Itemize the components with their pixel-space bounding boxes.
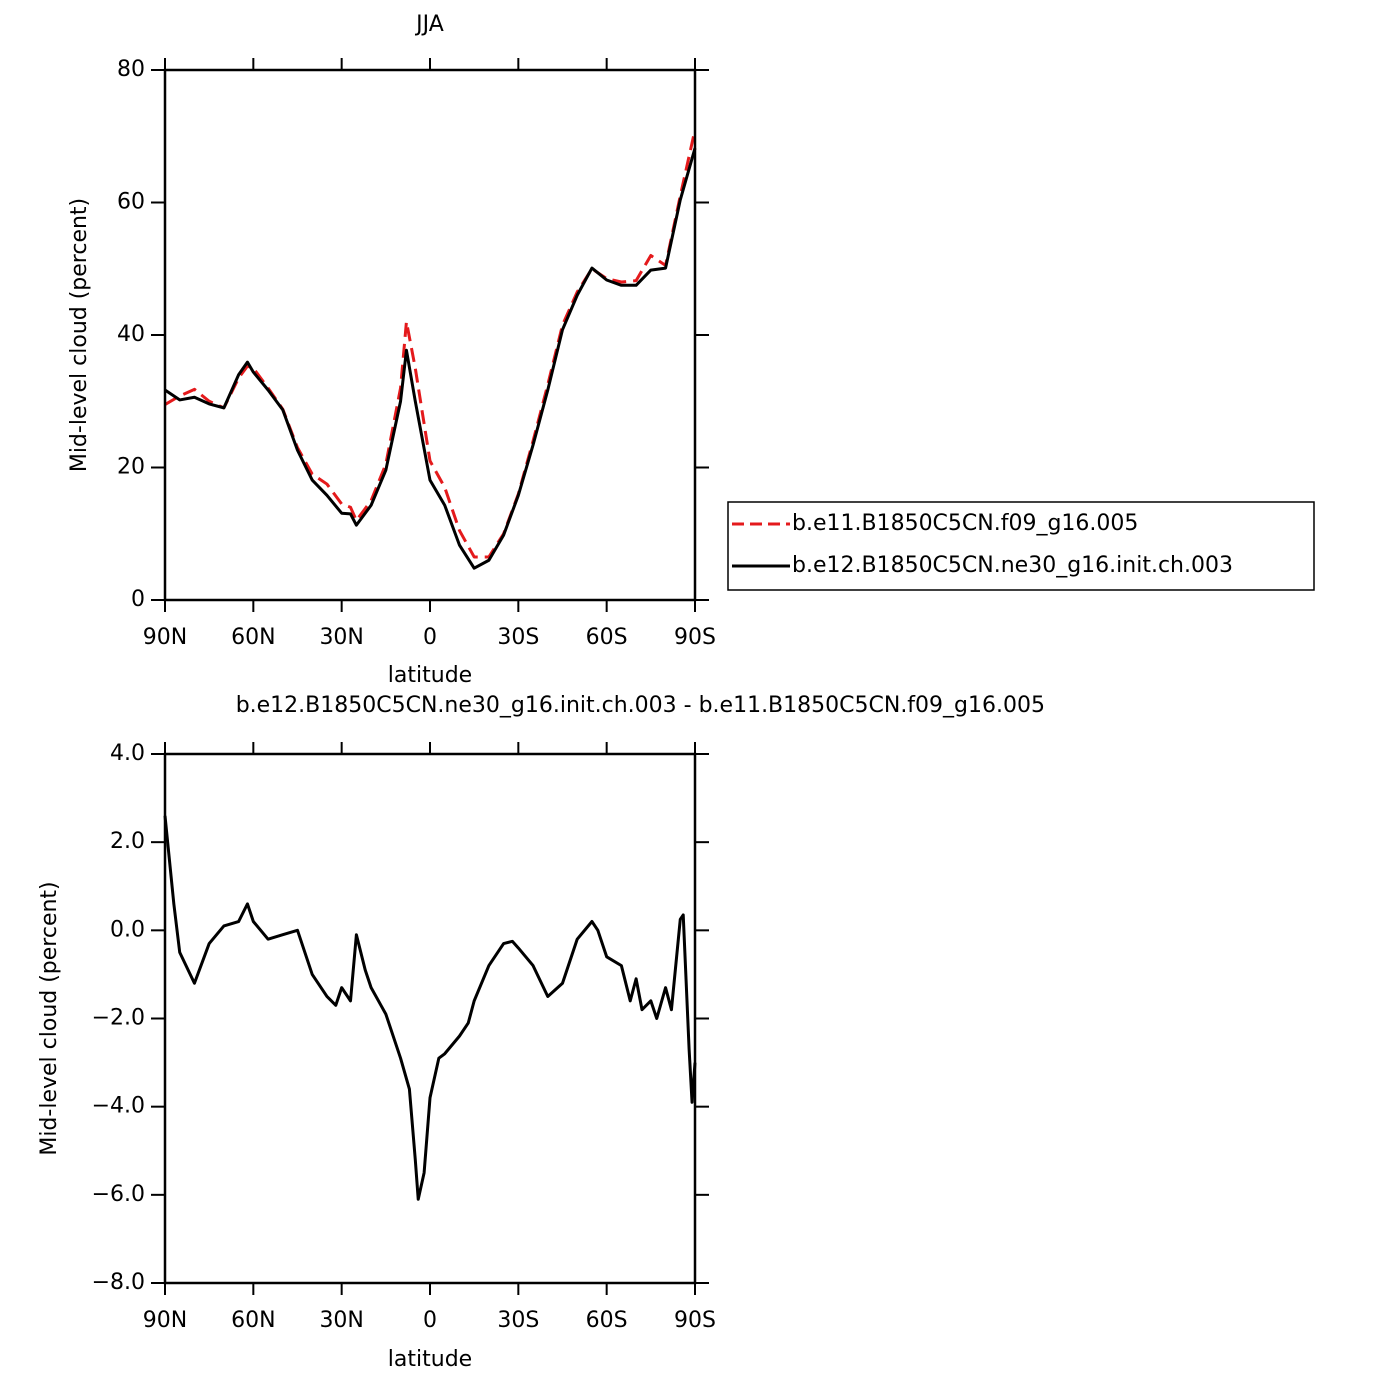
data-line (164, 129, 697, 559)
plot-frame (163, 68, 697, 602)
x-tick-label: 90S (674, 625, 716, 650)
x-tick-label: 90S (674, 1308, 716, 1333)
chart-title: b.e12.B1850C5CN.ne30_g16.init.ch.003 - b… (236, 693, 1045, 718)
y-tick-label: 80 (117, 57, 145, 82)
plot-frame (163, 752, 697, 1285)
y-tick-label: −4.0 (92, 1094, 145, 1119)
y-tick-label: −6.0 (92, 1182, 145, 1207)
x-tick-label: 60N (231, 1308, 275, 1333)
y-tick-label: 40 (117, 322, 145, 347)
legend-box (727, 501, 1315, 591)
y-tick-label: 60 (117, 190, 145, 215)
legend-label: b.e11.B1850C5CN.f09_g16.005 (792, 511, 1138, 536)
x-tick-label: 30S (497, 625, 539, 650)
y-tick-label: −8.0 (92, 1270, 145, 1295)
x-tick-label: 0 (423, 1308, 437, 1333)
legend-label: b.e12.B1850C5CN.ne30_g16.init.ch.003 (792, 553, 1233, 578)
x-tick-label: 60S (586, 625, 628, 650)
x-tick-label: 60S (586, 1308, 628, 1333)
x-tick-label: 60N (231, 625, 275, 650)
x-axis-label: latitude (388, 663, 472, 688)
y-axis-label: Mid-level cloud (percent) (37, 881, 62, 1155)
x-tick-label: 90N (143, 1308, 187, 1333)
y-tick-label: 20 (117, 455, 145, 480)
y-tick-label: −2.0 (92, 1006, 145, 1031)
y-tick-label: 0 (131, 587, 145, 612)
x-tick-label: 30N (319, 1308, 363, 1333)
x-axis-label: latitude (388, 1347, 472, 1372)
y-axis-label: Mid-level cloud (percent) (67, 198, 92, 472)
x-tick-label: 30S (497, 1308, 539, 1333)
chart-title: JJA (414, 12, 444, 37)
x-tick-label: 0 (423, 625, 437, 650)
x-tick-label: 90N (143, 625, 187, 650)
y-tick-label: 4.0 (110, 741, 145, 766)
y-tick-label: 0.0 (110, 917, 145, 942)
data-line (163, 815, 697, 1201)
y-tick-label: 2.0 (110, 829, 145, 854)
data-line (164, 147, 697, 570)
x-tick-label: 30N (319, 625, 363, 650)
